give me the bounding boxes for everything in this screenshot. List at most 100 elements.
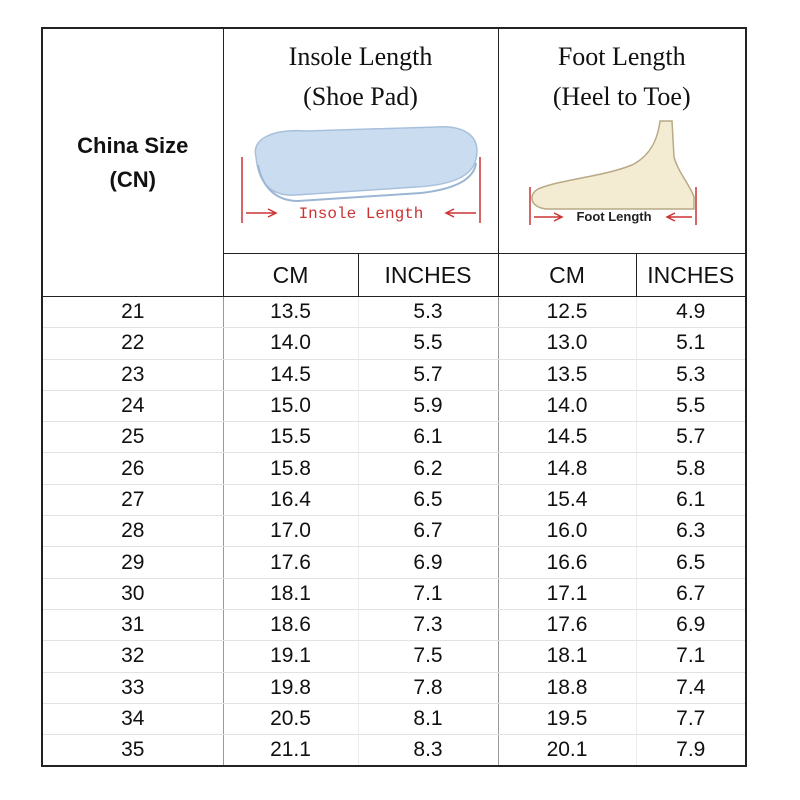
column-header: INCHES (635, 253, 747, 297)
size-cell: 24 (42, 390, 223, 423)
table-row: 28 17.0 6.7 16.0 6.3 (42, 515, 746, 548)
measure-cell: 18.8 (497, 672, 636, 704)
measure-cell: 18.6 (222, 609, 358, 642)
size-cell: 34 (42, 703, 223, 736)
measure-cell: 16.0 (497, 515, 636, 548)
measure-cell: 16.4 (222, 484, 358, 517)
measure-cell: 17.6 (222, 546, 358, 579)
measure-cell: 19.8 (222, 672, 358, 704)
size-chart: China Size (CN) Insole Length (Shoe Pad)… (41, 27, 747, 768)
size-cell: 27 (42, 484, 223, 517)
measure-cell: 14.0 (222, 327, 358, 360)
measure-cell: 7.3 (357, 609, 498, 642)
measure-cell: 7.8 (357, 672, 498, 704)
table-row: 34 20.5 8.1 19.5 7.7 (42, 703, 746, 736)
measure-cell: 12.5 (497, 296, 636, 329)
foot-image-label: Foot Length (576, 209, 651, 224)
size-cell: 35 (121, 738, 145, 762)
measure-cell: 5.7 (635, 421, 746, 454)
size-cell: 21 (42, 296, 223, 329)
measure-cell: 6.9 (635, 609, 746, 642)
measure-cell: 5.8 (635, 452, 746, 485)
measure-cell: 18.1 (222, 578, 358, 610)
measure-cell: 7.1 (357, 578, 498, 610)
table-row: 23 14.5 5.7 13.5 5.3 (42, 359, 746, 391)
measure-cell: 7.1 (635, 640, 746, 673)
size-cell: 23 (42, 359, 223, 391)
table-row: 35 21.1 8.3 20.1 7.9 (42, 734, 746, 767)
size-cell: 25 (42, 421, 223, 454)
measure-cell: 6.1 (635, 484, 746, 517)
size-cell: 31 (42, 609, 223, 642)
foot-subtitle: (Heel to Toe) (552, 82, 691, 111)
table-row: 30 18.1 7.1 17.1 6.7 (42, 578, 746, 610)
measure-cell: 8.3 (357, 734, 498, 767)
measure-cell: 6.5 (357, 484, 498, 517)
measure-cell: 16.6 (497, 546, 636, 579)
table-body: 21 13.5 5.3 12.5 4.9 22 14.0 5.5 13.0 5.1 23 14.5 5.… (42, 296, 746, 767)
size-label: China Size (77, 132, 189, 158)
foot-header: Foot Length (Heel to Toe) Foot Length (497, 27, 747, 254)
measure-cell: 7.4 (635, 672, 746, 704)
measure-cell: 8.1 (357, 703, 498, 736)
table-row: 24 15.0 5.9 14.0 5.5 (42, 390, 746, 423)
table-row: 27 16.4 6.5 15.4 6.1 (42, 484, 746, 517)
measure-cell: 6.9 (357, 546, 498, 579)
table-row: 21 13.5 5.3 12.5 4.9 (42, 296, 746, 329)
insole-subtitle: (Shoe Pad) (303, 82, 418, 111)
measure-cell: 15.8 (222, 452, 358, 485)
table-row: 26 15.8 6.2 14.8 5.8 (42, 452, 746, 485)
measure-cell: 14.5 (222, 359, 358, 391)
measure-cell: 20.5 (222, 703, 358, 736)
measure-cell: 5.3 (635, 359, 746, 391)
column-header: CM (222, 253, 359, 297)
measure-cell: 7.9 (635, 734, 746, 767)
insole-title: Insole Length (288, 42, 433, 71)
table-row: 32 19.1 7.5 18.1 7.1 (42, 640, 746, 673)
measure-cell: 13.5 (222, 296, 358, 329)
measure-cell: 5.9 (357, 390, 498, 423)
measure-cell: 6.7 (357, 515, 498, 548)
insole-header: Insole Length (Shoe Pad) Insole Length (222, 27, 499, 254)
measure-cell: 19.5 (497, 703, 636, 736)
size-cell: 26 (42, 452, 223, 485)
insole-image-label: Insole Length (298, 205, 423, 223)
measure-cell: 5.3 (357, 296, 498, 329)
size-label: (CN) (109, 166, 156, 192)
measure-cell: 13.5 (497, 359, 636, 391)
measure-cell: 5.5 (357, 327, 498, 360)
size-header: China Size (CN) (41, 27, 224, 297)
size-cell: 30 (42, 578, 223, 610)
insole-image: Insole Length (240, 126, 481, 223)
measure-cell: 7.7 (635, 703, 746, 736)
table-row: 22 14.0 5.5 13.0 5.1 (42, 327, 746, 360)
table-row: 31 18.6 7.3 17.6 6.9 (42, 609, 746, 642)
table-row: 33 19.8 7.8 18.8 7.4 (42, 672, 746, 704)
measure-cell: 6.3 (635, 515, 746, 548)
table-row: 29 17.6 6.9 16.6 6.5 (42, 546, 746, 579)
size-cell: 22 (42, 327, 223, 360)
measure-cell: 14.8 (497, 452, 636, 485)
size-cell: 32 (42, 640, 223, 673)
measure-cell: 17.6 (497, 609, 636, 642)
measure-cell: 4.9 (635, 296, 746, 329)
measure-cell: 19.1 (222, 640, 358, 673)
column-header: CM (497, 253, 637, 297)
measure-cell: 18.1 (497, 640, 636, 673)
measure-cell: 21.1 (222, 734, 358, 767)
size-cell: 33 (42, 672, 223, 704)
table-row: 25 15.5 6.1 14.5 5.7 (42, 421, 746, 454)
measure-cell: 14.5 (497, 421, 636, 454)
measure-cell: 15.0 (222, 390, 358, 423)
foot-image: Foot Length (529, 120, 697, 225)
measure-cell: 15.5 (222, 421, 358, 454)
measure-cell: 15.4 (497, 484, 636, 517)
measure-cell: 7.5 (357, 640, 498, 673)
measure-cell: 13.0 (497, 327, 636, 360)
measure-cell: 6.7 (635, 578, 746, 610)
measure-cell: 14.0 (497, 390, 636, 423)
measure-cell: 17.0 (222, 515, 358, 548)
measure-cell: 6.2 (357, 452, 498, 485)
measure-cell: 5.5 (635, 390, 746, 423)
